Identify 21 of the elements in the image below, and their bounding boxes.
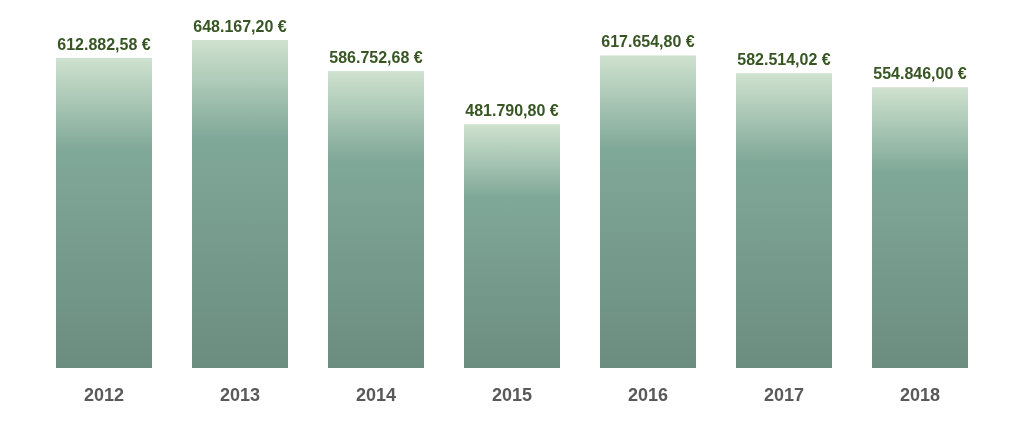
data-label: 612.882,58 € [57, 35, 151, 53]
data-label: 648.167,20 € [193, 18, 287, 35]
data-label: 554.846,00 € [873, 65, 967, 83]
x-tick-label: 2012 [83, 385, 125, 405]
bar [599, 55, 697, 368]
data-label: 617.654,80 € [601, 33, 695, 51]
x-tick-label: 2014 [355, 385, 397, 405]
bar [871, 87, 969, 368]
x-tick-label: 2016 [627, 385, 669, 405]
bar [463, 124, 561, 368]
x-tick-label: 2013 [219, 385, 261, 405]
bar [191, 40, 289, 368]
x-tick-label: 2017 [763, 385, 805, 405]
data-label: 586.752,68 € [329, 49, 423, 67]
data-label: 582.514,02 € [737, 51, 831, 69]
data-label: 481.790,80 € [465, 102, 559, 120]
bar [735, 73, 833, 368]
x-tick-label: 2015 [491, 385, 533, 405]
bar [55, 57, 153, 368]
x-tick-label: 2018 [899, 385, 941, 405]
bar [327, 71, 425, 368]
